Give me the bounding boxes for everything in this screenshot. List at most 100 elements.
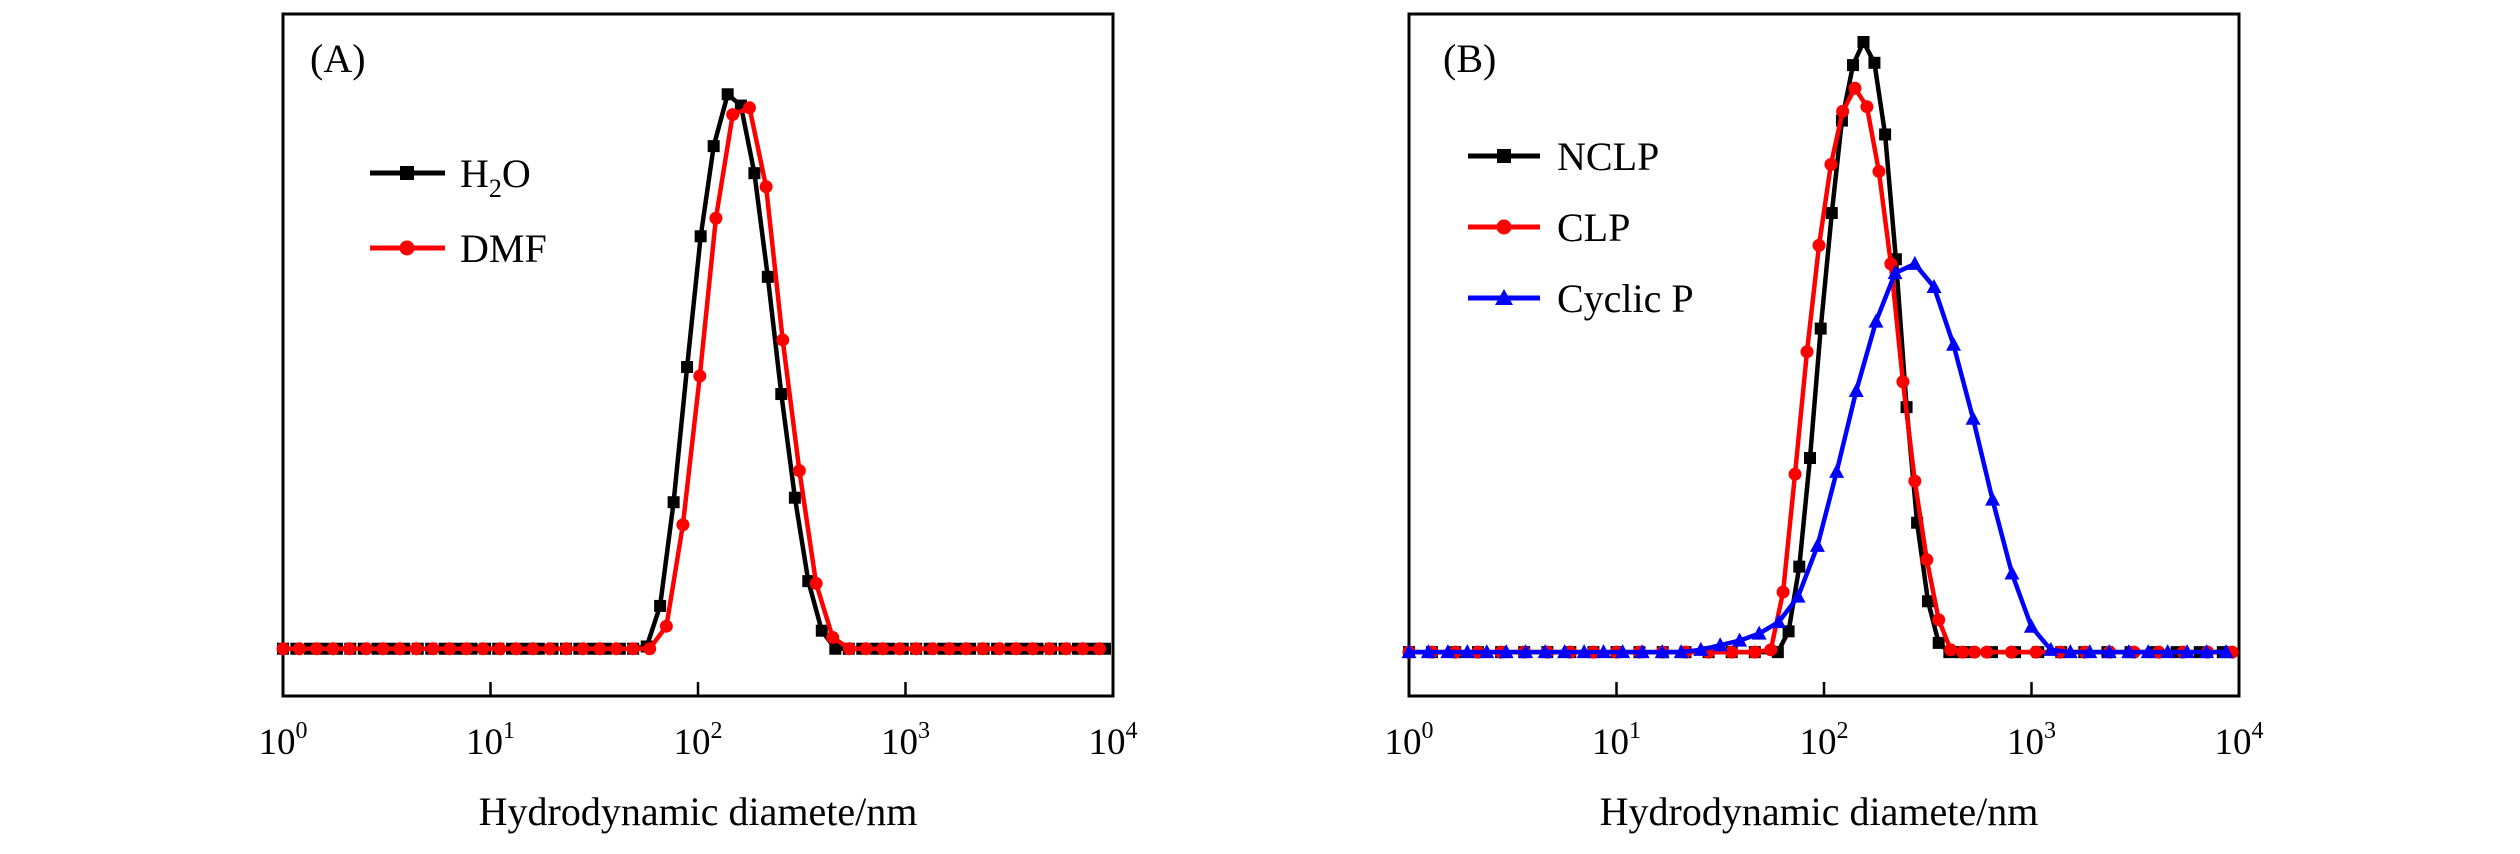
panel-a-series-dmf-point <box>826 630 840 644</box>
panel-b-series-nclp-point <box>1879 128 1892 141</box>
panel-b-series-cyclic-p-point <box>1809 537 1825 552</box>
panel-a-series-dmf-point <box>609 642 623 656</box>
panel-a-series-h2o-point <box>654 599 667 612</box>
panel-b-series-nclp-point <box>1814 322 1827 335</box>
panel-a-series-h2o-point <box>721 88 734 101</box>
panel-b-series-clp-point <box>2029 645 2043 659</box>
panel-b-series-cyclic-p-point <box>2062 644 2078 659</box>
panel-a-series-dmf-point <box>543 642 557 656</box>
panel-b-series-clp-point <box>1872 164 1886 178</box>
panel-b-series-clp-point <box>1748 645 1762 659</box>
panel-b-series-clp-point <box>1968 645 1982 659</box>
panel-a-series-dmf-point <box>1026 642 1040 656</box>
legend-item-cyclic-p: Cyclic P <box>1468 276 1694 321</box>
panel-a-series-dmf-point <box>426 642 440 656</box>
panel-b-series-cyclic-p-point <box>1518 644 1534 659</box>
panel-b-series-clp-point <box>1764 643 1778 657</box>
panel-a-series-dmf-point <box>892 642 906 656</box>
panel-b-series-cyclic-p-point <box>1576 644 1592 659</box>
legend-dmf-label: DMF <box>460 226 547 271</box>
panel-a-series-dmf-point <box>292 642 306 656</box>
panel-a-series-dmf-point <box>776 333 790 347</box>
panel-b-series-clp-point <box>1956 645 1970 659</box>
panel-b-series-clp-point <box>1860 100 1874 114</box>
panel-a-series-h2o-point <box>815 624 828 637</box>
panel-b-series-cyclic-p-point <box>1673 644 1689 659</box>
legend-cyclic-p-label: Cyclic P <box>1557 276 1694 321</box>
panel-a-series-h2o-point <box>748 167 761 180</box>
panel-b-series-nclp-point <box>1847 59 1860 72</box>
panel-b-series-clp-point <box>1944 643 1958 657</box>
panel-b-x-tick-label-4: 104 <box>2215 718 2264 763</box>
panel-a-series-dmf-point <box>809 576 823 590</box>
panel-a-legend: H2O DMF <box>370 151 547 271</box>
legend-cyclic-p-marker <box>1495 289 1513 305</box>
panel-b-series-cyclic-p-point <box>1693 641 1709 656</box>
panel-b-series-cyclic-p-point <box>1596 644 1612 659</box>
panel-a-series-dmf-point <box>909 642 923 656</box>
legend-dmf-marker <box>399 240 415 256</box>
panel-b-series-cyclic-p-point <box>1420 644 1436 659</box>
panel-b-series-clp-point <box>1836 104 1850 118</box>
panel-a-series-h2o-point <box>761 270 774 283</box>
panel-b-series-cyclic-p-line <box>1409 261 2226 655</box>
legend-item-dmf: DMF <box>370 226 547 271</box>
panel-a-series-dmf-point <box>1009 642 1023 656</box>
panel-a-series-h2o-point <box>829 642 842 655</box>
panel-b-series-nclp-point <box>1803 452 1816 464</box>
panel-a-series-dmf-point <box>359 642 373 656</box>
panel-b-series-clp-point <box>1776 585 1790 599</box>
panel-a-series-dmf-point <box>1042 642 1056 656</box>
panel-a-series-dmf-point <box>309 642 323 656</box>
panel-a: (A) 100 101 102 103 104 H2O DMF Hydrodynamic… <box>259 12 1138 834</box>
panel-b-series-cyclic-p-point <box>1401 644 1417 659</box>
panel-b-series-cyclic-p-point <box>2082 644 2098 659</box>
panel-a-series-dmf-point <box>676 518 690 532</box>
panel-b-series-cyclic-p-point <box>1498 644 1514 659</box>
panel-a-series-dmf-point <box>593 642 607 656</box>
panel-b-series-cyclic-p-point <box>1751 625 1767 640</box>
panel-a-series-dmf-point <box>643 642 657 656</box>
panel-b-series-cyclic-p-point <box>2101 644 2117 659</box>
legend-clp-marker <box>1496 219 1512 235</box>
panel-a-series-dmf-point <box>376 642 390 656</box>
panel-a-series-dmf-point <box>942 642 956 656</box>
panel-a-series-dmf-point <box>559 642 573 656</box>
panel-b-series-cyclic-p-point <box>1848 382 1864 397</box>
panel-a-series-dmf-point <box>659 619 673 633</box>
panel-a-x-tick-label-0: 100 <box>259 718 308 763</box>
panel-b-series-clp-point <box>1725 645 1739 659</box>
panel-a-series-dmf-point <box>493 642 507 656</box>
panel-b-series-clp-point <box>1920 553 1934 567</box>
panel-a-series-h2o-point <box>788 491 801 504</box>
legend-item-h2o: H2O <box>370 151 531 203</box>
panel-a-series-dmf-point <box>693 369 707 383</box>
panel-a-series-h2o-point <box>667 496 680 509</box>
panel-b-series-cyclic-p-point <box>2179 644 2195 659</box>
panel-b-series-cyclic-p-point <box>2199 644 2215 659</box>
panel-a-series-dmf-point <box>459 642 473 656</box>
legend-nclp-marker <box>1497 149 1511 163</box>
legend-nclp-label: NCLP <box>1557 134 1659 179</box>
panel-a-series-dmf-point <box>276 642 290 656</box>
panel-b-series-cyclic-p-point <box>1868 313 1884 328</box>
panel-b-series-cyclic-p-point <box>2004 565 2020 580</box>
panel-b-series-cyclic-p-point <box>1907 255 1923 270</box>
panel-b-series-nclp-point <box>1857 36 1870 48</box>
panel-a-series-dmf-point <box>443 642 457 656</box>
panel-b-series-cyclic-p-point <box>1634 644 1650 659</box>
panel-b-series-clp-point <box>1980 645 1994 659</box>
panel-b-series-clp-point <box>1812 238 1826 252</box>
panel-a-series-dmf-point <box>992 642 1006 656</box>
panel-b-series-nclp-line <box>1409 39 2223 655</box>
panel-a-series-h2o-point <box>681 361 694 373</box>
panel-b-x-tick-label-1: 101 <box>1592 718 1641 763</box>
panel-a-series-dmf-point <box>759 180 773 194</box>
panel-b-series-clp-point <box>1824 157 1838 171</box>
panel-b-series-cyclic-p-point <box>1926 278 1942 293</box>
panel-b-series-cyclic-p-point <box>2218 644 2234 659</box>
panel-a-series-dmf-point <box>976 642 990 656</box>
panel-b-series-cyclic-p-point <box>1440 644 1456 659</box>
panel-b-x-tick-label-3: 103 <box>2007 718 2056 763</box>
